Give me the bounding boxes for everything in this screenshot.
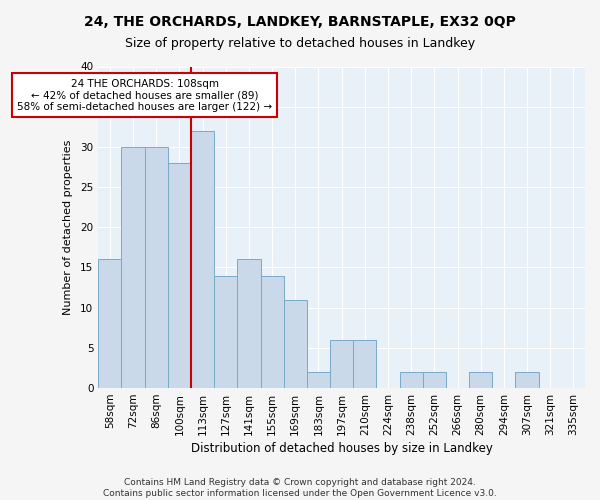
Text: 24, THE ORCHARDS, LANDKEY, BARNSTAPLE, EX32 0QP: 24, THE ORCHARDS, LANDKEY, BARNSTAPLE, E… (84, 15, 516, 29)
Text: Contains HM Land Registry data © Crown copyright and database right 2024.
Contai: Contains HM Land Registry data © Crown c… (103, 478, 497, 498)
Bar (260, 276, 284, 388)
Text: Size of property relative to detached houses in Landkey: Size of property relative to detached ho… (125, 38, 475, 51)
Bar (98, 260, 121, 388)
Bar (307, 372, 330, 388)
Bar (284, 300, 307, 388)
Bar (191, 131, 214, 388)
Text: 24 THE ORCHARDS: 108sqm
← 42% of detached houses are smaller (89)
58% of semi-de: 24 THE ORCHARDS: 108sqm ← 42% of detache… (17, 78, 272, 112)
Bar (214, 276, 238, 388)
Bar (145, 147, 168, 388)
Bar (400, 372, 423, 388)
Bar (515, 372, 539, 388)
Bar (353, 340, 376, 388)
Bar (168, 163, 191, 388)
Bar (121, 147, 145, 388)
Bar (330, 340, 353, 388)
X-axis label: Distribution of detached houses by size in Landkey: Distribution of detached houses by size … (191, 442, 493, 455)
Bar (469, 372, 492, 388)
Y-axis label: Number of detached properties: Number of detached properties (63, 140, 73, 315)
Bar (238, 260, 260, 388)
Bar (423, 372, 446, 388)
